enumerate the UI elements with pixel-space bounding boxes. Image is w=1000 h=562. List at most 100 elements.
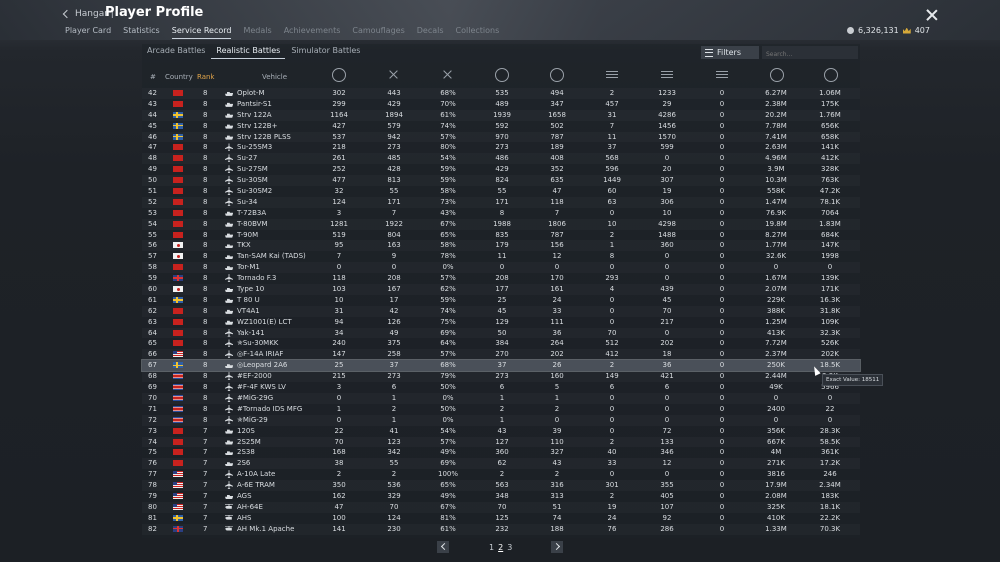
table-row[interactable]: 53 8 T-72B3A 3 7 43% 8 7 0 10 0 76.9K 7064 xyxy=(142,208,860,219)
page-1[interactable]: 1 xyxy=(489,543,495,552)
row-rank: 8 xyxy=(203,176,208,185)
search-input[interactable] xyxy=(762,46,858,59)
ground-kills-column-icon[interactable] xyxy=(660,68,674,82)
table-row[interactable]: 79 7 AGS 162 329 49% 348 313 2 405 0 2.08M 183K xyxy=(142,491,860,502)
cell-respawns: 327 xyxy=(550,448,564,457)
cell-naval-kills: 0 xyxy=(719,230,725,239)
vehicle-name: #EF-2000 xyxy=(237,372,272,381)
tab-achievements[interactable]: Achievements xyxy=(283,26,341,35)
table-row[interactable]: 82 7 AH Mk.1 Apache 141 230 61% 232 188 76 286 0 1.… xyxy=(142,524,860,535)
back-to-hangar-button[interactable]: Hangar | xyxy=(62,9,114,19)
tab-collections[interactable]: Collections xyxy=(455,26,500,35)
table-row[interactable]: 57 8 Tan-SAM Kai (TADS) 7 9 78% 11 12 8 0 0 32.6K 19… xyxy=(142,251,860,262)
deaths-column-icon[interactable] xyxy=(495,68,509,82)
respawns-column-icon[interactable] xyxy=(550,68,564,82)
table-row[interactable]: 62 8 VT4A1 31 42 74% 45 33 0 70 0 388K 31.8K xyxy=(142,306,860,317)
cell-research-points: 109K xyxy=(821,317,839,326)
tab-camouflages[interactable]: Camouflages xyxy=(352,26,405,35)
table-row[interactable]: 78 7 A-6E TRAM 350 536 65% 563 316 301 355 0 17.9M 2… xyxy=(142,480,860,491)
column-number[interactable]: # xyxy=(150,73,156,81)
table-row[interactable]: 69 8 #F-4F KWS LV 3 6 50% 6 5 6 6 0 49K 5966 xyxy=(142,382,860,393)
filters-button[interactable]: Filters xyxy=(701,46,759,59)
naval-kills-column-icon[interactable] xyxy=(715,68,729,82)
victory-ratio-column-icon[interactable] xyxy=(441,68,455,82)
table-row[interactable]: 688#EF-200021527379%27316014942102.44M2.… xyxy=(142,371,860,382)
table-row[interactable]: 45 8 Strv 122B+ 427 579 74% 592 502 7 1456 0 7.78M 6… xyxy=(142,121,860,132)
cell-deaths: 127 xyxy=(495,437,509,446)
vehicle-name: Su-30SM2 xyxy=(237,187,273,196)
research-points-column-icon[interactable] xyxy=(824,68,838,82)
table-row[interactable]: 76 7 2S6 38 55 69% 62 43 33 12 0 271K 17.2K xyxy=(142,458,860,469)
table-row[interactable]: 50 8 Su-30SM 477 813 59% 824 635 1449 307 0 10.3M 76… xyxy=(142,175,860,186)
tab-statistics[interactable]: Statistics xyxy=(123,26,160,35)
sweden-flag-icon xyxy=(173,362,183,369)
tab-medals[interactable]: Medals xyxy=(243,26,272,35)
cell-battles: 218 xyxy=(332,143,346,152)
cell-naval-kills: 0 xyxy=(719,110,725,119)
close-icon[interactable] xyxy=(926,9,938,21)
table-row[interactable]: 60 8 Type 10 103 167 62% 177 161 4 439 0 2.07M 171K xyxy=(142,284,860,295)
uk-flag-icon xyxy=(173,525,183,532)
table-row[interactable]: 44 8 Strv 122A 1164 1894 61% 1939 1658 31 4286 0 20… xyxy=(142,110,860,121)
tab-decals[interactable]: Decals xyxy=(416,26,444,35)
tab-service-record[interactable]: Service Record xyxy=(171,26,232,39)
table-row[interactable]: 71 8 #Tornado IDS MFG 1 2 50% 2 2 0 0 0 2400 22 xyxy=(142,404,860,415)
table-row[interactable]: 80 7 AH-64E 47 70 67% 70 51 19 107 0 325K 18.1K xyxy=(142,502,860,513)
vehicle-name: ◎F-14A IRIAF xyxy=(237,350,284,359)
table-row[interactable]: 54 8 T-80BVM 1281 1922 67% 1988 1806 10 4298 0 19.8… xyxy=(142,219,860,230)
table-row[interactable]: 66 8 ◎F-14A IRIAF 147 258 57% 270 202 412 18 0 2.37… xyxy=(142,349,860,360)
cell-respawns: 26 xyxy=(552,361,562,370)
battles-column-icon[interactable] xyxy=(332,68,346,82)
table-row[interactable]: 77 7 A-10A Late 2 2 100% 2 2 0 0 0 3816 246 xyxy=(142,469,860,480)
table-row[interactable]: 65 8 ✯Su-30MKK 240 375 64% 384 264 512 202 0 7.72M 5… xyxy=(142,338,860,349)
table-row[interactable]: 59 8 Tornado F.3 118 208 57% 208 170 293 0 0 1.67M 1… xyxy=(142,273,860,284)
cell-naval-kills: 0 xyxy=(719,187,725,196)
row-number: 47 xyxy=(148,143,157,152)
table-row[interactable]: 47 8 Su-25SM3 218 273 80% 273 189 37 599 0 2.63M 141… xyxy=(142,142,860,153)
page-2[interactable]: 2 xyxy=(498,543,504,552)
silver-earned-column-icon[interactable] xyxy=(770,68,784,82)
tab-player-card[interactable]: Player Card xyxy=(65,26,112,35)
table-row[interactable]: 49 8 Su-27SM 252 428 59% 429 352 596 20 0 3.9M 328K xyxy=(142,164,860,175)
table-row[interactable]: 74 7 2S25M 70 123 57% 127 110 2 133 0 667K 58.5K xyxy=(142,437,860,448)
sessions-column-icon[interactable] xyxy=(387,68,401,82)
table-row[interactable]: 72 8 ✯MiG-29 0 1 0% 1 0 0 0 0 0 0 xyxy=(142,415,860,426)
table-row[interactable]: 51 8 Su-30SM2 32 55 58% 55 47 60 19 0 558K 47.2K xyxy=(142,186,860,197)
cell-research-points: 361K xyxy=(821,448,839,457)
tab-arcade-battles[interactable]: Arcade Battles xyxy=(147,46,206,55)
table-row[interactable]: 42 8 Oplot-M 302 443 68% 535 494 2 1233 0 6.27M 1.06… xyxy=(142,88,860,99)
column-rank[interactable]: Rank xyxy=(197,73,215,81)
table-row[interactable]: 56 8 TKX 95 163 58% 179 156 1 360 0 1.77M 147K xyxy=(142,240,860,251)
page-3[interactable]: 3 xyxy=(507,543,513,552)
table-row[interactable]: 58 8 Tor-M1 0 0 0% 0 0 0 0 0 0 0 xyxy=(142,262,860,273)
table-row[interactable]: 81 7 AHS 100 124 81% 125 74 24 92 0 410K 22.2K xyxy=(142,513,860,524)
column-vehicle[interactable]: Vehicle xyxy=(262,73,288,81)
prev-page-button[interactable] xyxy=(437,541,449,553)
cell-sessions: 428 xyxy=(387,165,401,174)
vehicle-name: T-90M xyxy=(237,230,259,239)
air-kills-column-icon[interactable] xyxy=(605,68,619,82)
next-page-button[interactable] xyxy=(551,541,563,553)
cell-battles: 34 xyxy=(334,328,344,337)
cell-naval-kills: 0 xyxy=(719,317,725,326)
row-number: 58 xyxy=(148,263,157,272)
table-row[interactable]: 48 8 Su-27 261 485 54% 486 408 568 0 0 4.96M 412K xyxy=(142,153,860,164)
row-rank: 8 xyxy=(203,197,208,206)
table-row[interactable]: 46 8 Strv 122B PLSS 537 942 57% 970 787 11 1570 0 7… xyxy=(142,132,860,143)
tab-simulator-battles[interactable]: Simulator Battles xyxy=(291,46,361,55)
vehicle-name: VT4A1 xyxy=(237,306,260,315)
table-row[interactable]: 75 7 2S38 168 342 49% 360 327 40 346 0 4M 361K xyxy=(142,447,860,458)
cell-sessions: 208 xyxy=(387,274,401,283)
table-row[interactable]: 73 7 120S 22 41 54% 43 39 0 72 0 356K 28.3K xyxy=(142,426,860,437)
table-row[interactable]: 67 8 ◎Leopard 2A6 25 37 68% 37 26 2 36 0 250K 18.5K xyxy=(141,359,861,373)
table-row[interactable]: 43 8 Pantsir-S1 299 429 70% 489 347 457 29 0 2.38M 1… xyxy=(142,99,860,110)
column-country[interactable]: Country xyxy=(165,73,193,81)
table-row[interactable]: 61 8 T 80 U 10 17 59% 25 24 0 45 0 229K 16.3K xyxy=(142,295,860,306)
row-number: 53 xyxy=(148,208,157,217)
table-row[interactable]: 70 8 #MiG-29G 0 1 0% 1 1 0 0 0 0 0 xyxy=(142,393,860,404)
table-row[interactable]: 64 8 Yak-141 34 49 69% 50 36 70 0 0 413K 32.3K xyxy=(142,328,860,339)
tab-realistic-battles[interactable]: Realistic Battles xyxy=(211,45,286,59)
table-row[interactable]: 55 8 T-90M 519 804 65% 835 787 2 1488 0 8.27M 684K xyxy=(142,230,860,241)
table-row[interactable]: 52 8 Su-34 124 171 73% 171 118 63 306 0 1.47M 78.1K xyxy=(142,197,860,208)
table-row[interactable]: 63 8 WZ1001(E) LCT 94 126 75% 129 111 0 217 0 1.25M… xyxy=(142,317,860,328)
